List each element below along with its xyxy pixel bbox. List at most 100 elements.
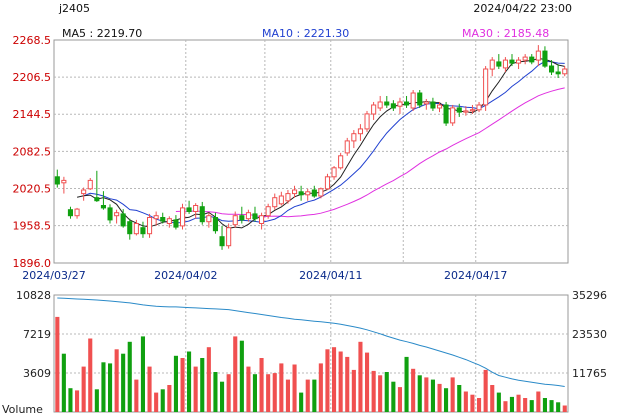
volume-bar-up <box>292 364 297 412</box>
volume-plot-frame <box>53 294 569 413</box>
volume-bar-up <box>437 383 442 412</box>
candle-down <box>54 176 60 185</box>
candle-down <box>542 50 548 67</box>
volume-bar-up <box>305 379 310 412</box>
symbol-label: j2405 <box>59 2 91 15</box>
volume-bar-up <box>503 401 508 412</box>
candle-down <box>212 217 218 232</box>
ma5-legend: MA5 : 2219.70 <box>62 27 143 40</box>
candle-up <box>180 207 186 227</box>
volume-bar-down <box>127 341 132 412</box>
candle-down <box>311 189 317 197</box>
candle-down <box>456 107 462 113</box>
price-y-tick-label: 1958.5 <box>13 220 52 233</box>
candle-down <box>404 101 410 106</box>
volume-bar-up <box>272 373 277 412</box>
candle-down <box>252 213 258 220</box>
ma30-line <box>175 87 565 218</box>
candle-up <box>331 167 337 178</box>
volume-bar-up <box>562 405 567 412</box>
ma10-legend: MA10 : 2221.30 <box>262 27 350 40</box>
candle-up <box>272 197 278 208</box>
candle-up <box>81 189 87 195</box>
volume-bar-down <box>173 355 178 412</box>
volume-ma-line <box>57 297 565 387</box>
date-tick-label: 2024/03/27 <box>22 269 85 282</box>
candle-up <box>450 107 456 124</box>
volume-y-tick-left: 3609 <box>23 367 51 380</box>
volume-bar-up <box>75 390 80 412</box>
candle-up <box>285 193 291 202</box>
volume-bar-down <box>101 362 106 412</box>
volume-bar-up <box>266 374 271 412</box>
price-y-tick-label: 2082.5 <box>13 145 52 158</box>
candle-up <box>357 128 363 135</box>
candle-down <box>186 207 192 212</box>
volume-bar-up <box>134 379 139 412</box>
volume-bar-up <box>516 394 521 412</box>
volume-bar-up <box>358 341 363 412</box>
candle-up <box>437 104 443 109</box>
candle-up <box>166 218 172 224</box>
volume-bar-up <box>259 358 264 412</box>
volume-bar-up <box>424 377 429 412</box>
volume-bar-down <box>220 381 225 412</box>
volume-bar-up <box>206 347 211 412</box>
volume-bar-down <box>160 389 165 412</box>
volume-bar-up <box>325 349 330 412</box>
volume-bar-down <box>61 353 66 412</box>
volume-y-tick-left: 7219 <box>23 328 51 341</box>
volume-bar-up <box>536 391 541 412</box>
volume-bar-up <box>226 374 231 412</box>
volume-bar-down <box>200 358 205 412</box>
volume-bar-down <box>444 388 449 412</box>
candle-down <box>298 191 304 196</box>
candle-down <box>140 227 146 235</box>
volume-bar-up <box>463 391 468 412</box>
volume-bar-up <box>365 352 370 412</box>
candle-up <box>265 206 271 217</box>
candle-down <box>199 206 205 223</box>
candle-up <box>74 208 80 217</box>
volume-bar-down <box>404 356 409 412</box>
date-tick-label: 2024/04/17 <box>444 269 507 282</box>
volume-bar-up <box>285 379 290 412</box>
candle-down <box>417 92 423 106</box>
volume-bar-up <box>193 366 198 412</box>
volume-bar-down <box>252 374 257 412</box>
price-y-tick-label: 2268.5 <box>13 34 52 47</box>
volume-bar-down <box>496 392 501 412</box>
volume-bar-up <box>154 392 159 412</box>
volume-bar-up <box>318 363 323 412</box>
volume-bar-up <box>332 347 337 412</box>
candle-up <box>463 110 469 113</box>
volume-bar-down <box>417 375 422 412</box>
volume-y-tick-left: 10828 <box>16 290 51 302</box>
volume-bar-down <box>239 340 244 412</box>
volume-y-tick-right: 35296 <box>572 290 607 302</box>
volume-bar-up <box>411 368 416 412</box>
candle-up <box>516 59 522 64</box>
volume-bar-up <box>114 349 119 412</box>
volume-bar-down <box>213 372 218 412</box>
volume-bar-down <box>299 392 304 412</box>
volume-bar-down <box>556 402 561 412</box>
volume-bar-up <box>338 351 343 412</box>
volume-bar-up <box>450 377 455 412</box>
candle-up <box>423 101 429 105</box>
candle-up <box>114 212 120 217</box>
candle-up <box>410 92 416 109</box>
candle-down <box>509 59 515 64</box>
candle-down <box>390 103 396 109</box>
candle-up <box>344 140 350 154</box>
price-y-tick-label: 2206.5 <box>13 71 52 84</box>
candle-up <box>278 195 284 205</box>
volume-bar-up <box>397 387 402 412</box>
candle-up <box>226 227 232 247</box>
candle-up <box>476 104 482 111</box>
volume-bar-up <box>246 366 251 412</box>
volume-bar-up <box>477 398 482 412</box>
candle-down <box>443 104 449 124</box>
volume-bar-down <box>187 351 192 412</box>
